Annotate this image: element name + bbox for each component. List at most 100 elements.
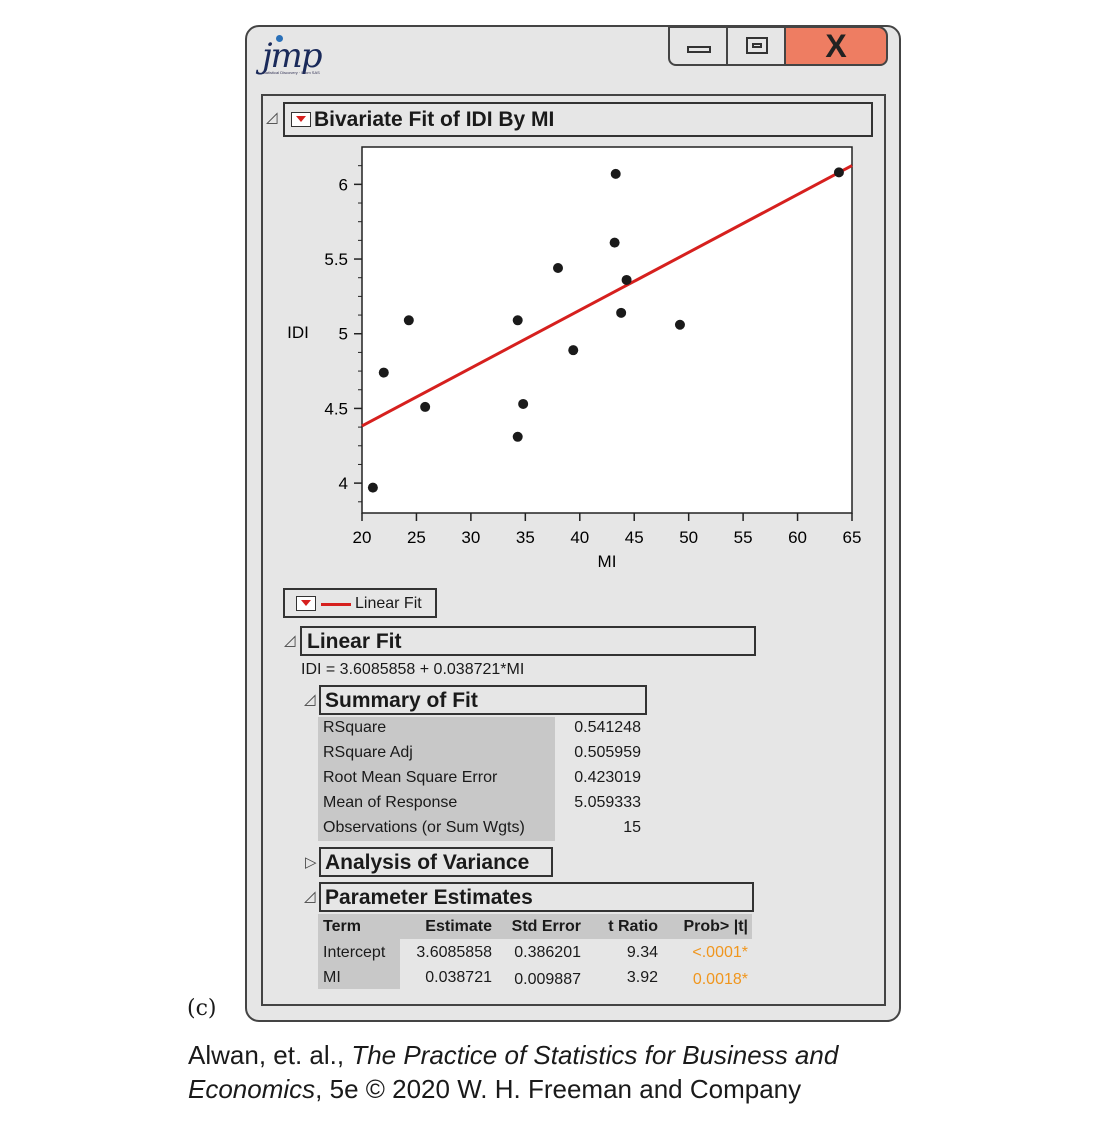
x-tick-label: 50 <box>679 528 698 547</box>
legend-line-swatch <box>321 603 351 606</box>
anova-expand-icon[interactable]: ▷ <box>305 854 317 871</box>
param-term: MI <box>323 969 341 986</box>
data-point <box>518 398 529 409</box>
y-tick-label: 4 <box>339 474 348 493</box>
param-term-column <box>318 939 400 989</box>
data-point <box>674 319 685 330</box>
plot-area <box>361 146 853 514</box>
summary-label-column <box>318 717 555 841</box>
caption-book-title: The Practice of Statistics for Business … <box>351 1040 839 1070</box>
caption-book-title-end: Economics <box>188 1074 316 1104</box>
param-header-prob: Prob> |t| <box>683 918 748 935</box>
y-tick-label: 5 <box>339 325 348 344</box>
data-point <box>616 307 627 318</box>
x-tick-label: 20 <box>353 528 372 547</box>
x-axis-label: MI <box>598 552 617 571</box>
x-tick-label: 45 <box>625 528 644 547</box>
data-point <box>378 367 389 378</box>
summary-collapse-icon[interactable]: ◿ <box>304 691 316 708</box>
data-point <box>568 345 579 356</box>
logo-dot-icon <box>276 35 283 42</box>
legend-menu-icon[interactable] <box>296 596 316 611</box>
data-point <box>512 315 523 326</box>
summary-row-label: Observations (or Sum Wgts) <box>323 819 525 836</box>
x-tick-label: 25 <box>407 528 426 547</box>
points-layer <box>367 167 844 493</box>
summary-row-label: Mean of Response <box>323 794 458 811</box>
x-axis: 20 25 30 35 40 45 50 55 60 65 <box>353 513 862 547</box>
parameter-estimates-header[interactable]: Parameter Estimates <box>319 882 754 912</box>
bivariate-title: Bivariate Fit of IDI By MI <box>314 108 555 131</box>
param-estimate: 3.6085858 <box>416 944 492 961</box>
param-estimate: 0.038721 <box>425 969 492 986</box>
x-tick-label: 30 <box>461 528 480 547</box>
caption-publisher: , 5e © 2020 W. H. Freeman and Company <box>315 1074 802 1104</box>
maximize-button[interactable] <box>726 26 786 66</box>
param-header-std-error: Std Error <box>511 918 581 935</box>
param-header-t-ratio: t Ratio <box>608 918 658 935</box>
data-point <box>512 431 523 442</box>
parameter-estimates-title: Parameter Estimates <box>325 886 533 909</box>
regression-line <box>361 164 853 428</box>
bivariate-header[interactable]: Bivariate Fit of IDI By MI <box>283 102 873 137</box>
data-point <box>621 274 632 285</box>
red-triangle-menu-icon[interactable] <box>291 112 311 127</box>
data-point <box>833 167 844 178</box>
x-tick-label: 65 <box>843 528 862 547</box>
x-tick-label: 40 <box>570 528 589 547</box>
x-tick-label: 55 <box>734 528 753 547</box>
summary-row-value: 5.059333 <box>574 794 641 811</box>
param-std-error: 0.009887 <box>514 971 581 988</box>
param-std-error: 0.386201 <box>514 944 581 961</box>
anova-header[interactable]: Analysis of Variance <box>319 847 553 877</box>
summary-row-label: RSquare <box>323 719 387 736</box>
param-prob: <.0001* <box>692 944 748 961</box>
jmp-logo: jmp <box>262 36 323 76</box>
x-tick-label: 35 <box>516 528 535 547</box>
linear-fit-title: Linear Fit <box>307 630 402 653</box>
summary-of-fit-title: Summary of Fit <box>325 689 478 712</box>
summary-row-value: 0.541248 <box>574 719 641 736</box>
legend-label: Linear Fit <box>355 595 422 612</box>
data-point <box>553 263 563 274</box>
param-header-term: Term <box>323 918 361 935</box>
fit-line-layer <box>361 164 853 428</box>
summary-row-value: 0.505959 <box>574 744 641 761</box>
param-header-row <box>318 914 752 939</box>
caption-line-2: Economics, 5e © 2020 W. H. Freeman and C… <box>188 1074 801 1105</box>
param-t-ratio: 9.34 <box>626 944 658 961</box>
summary-of-fit-header[interactable]: Summary of Fit <box>319 685 647 715</box>
fit-equation: IDI = 3.6085858 + 0.038721*MI <box>301 661 525 678</box>
y-tick-label: 5.5 <box>324 250 348 269</box>
param-term: Intercept <box>323 944 386 961</box>
figure-label: (c) <box>187 996 217 1021</box>
collapse-triangle-icon[interactable]: ◿ <box>266 109 278 126</box>
minimize-button[interactable] <box>668 26 728 66</box>
summary-row-label: RSquare Adj <box>323 744 413 761</box>
anova-title: Analysis of Variance <box>325 851 530 874</box>
data-point <box>403 315 414 326</box>
summary-row-value: 15 <box>623 819 641 836</box>
caption-authors: Alwan, et. al., <box>188 1040 352 1070</box>
close-button[interactable]: X <box>784 26 888 66</box>
linear-fit-collapse-icon[interactable]: ◿ <box>284 632 296 649</box>
legend-box: Linear Fit <box>283 588 437 618</box>
data-point <box>610 168 621 179</box>
y-axis-label: IDI <box>287 323 309 342</box>
summary-row-value: 0.423019 <box>574 769 641 786</box>
data-point <box>609 237 620 248</box>
param-t-ratio: 3.92 <box>626 969 658 986</box>
maximize-icon <box>746 37 768 54</box>
minimize-icon <box>687 46 711 53</box>
y-tick-label: 4.5 <box>324 399 348 418</box>
data-point <box>420 401 431 412</box>
x-tick-label: 60 <box>788 528 807 547</box>
linear-fit-header[interactable]: Linear Fit <box>300 626 756 656</box>
caption-line-1: Alwan, et. al., The Practice of Statisti… <box>188 1040 838 1071</box>
y-axis: 4 4.5 5 5.5 6 <box>324 165 362 503</box>
param-prob: 0.0018* <box>692 971 748 988</box>
parameter-collapse-icon[interactable]: ◿ <box>304 888 316 905</box>
y-tick-label: 6 <box>339 175 348 194</box>
scatter-chart: 4 4.5 5 5.5 6 20 25 30 35 40 45 50 55 60 65 IDI MI <box>287 146 862 571</box>
summary-row-label: Root Mean Square Error <box>323 769 498 786</box>
